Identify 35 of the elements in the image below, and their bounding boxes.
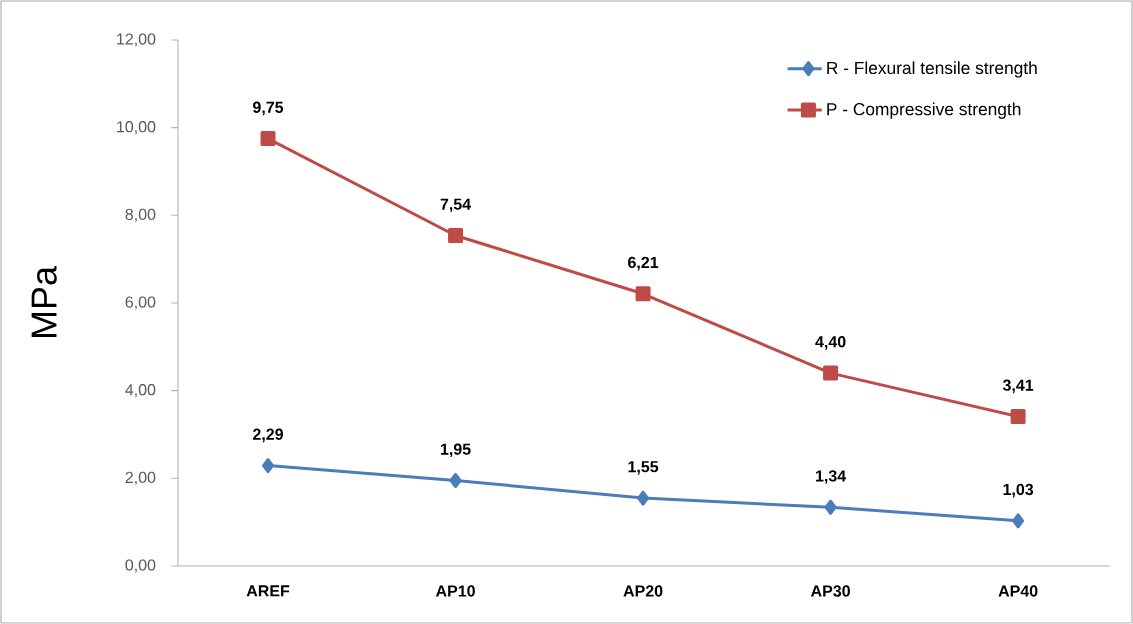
legend-label: R - Flexural tensile strength <box>827 61 1037 78</box>
data-label: 9,75 <box>253 101 284 116</box>
legend-label: P - Compressive strength <box>827 102 1021 119</box>
data-label: 2,29 <box>253 428 283 443</box>
y-tick-label: 2,00 <box>125 471 156 485</box>
y-tick-label: 12,00 <box>117 33 156 47</box>
data-label: 7,54 <box>440 198 472 213</box>
point <box>823 365 839 381</box>
point <box>262 458 275 474</box>
point <box>449 473 462 489</box>
x-tick-label: AP30 <box>810 585 850 597</box>
x-tick-label: AP20 <box>623 585 663 597</box>
point <box>637 490 650 506</box>
x-tick-label: AP40 <box>998 585 1038 597</box>
y-axis-title: MPa <box>31 265 57 338</box>
y-tick-label: 4,00 <box>125 384 156 398</box>
y-tick-label: 0,00 <box>125 559 156 573</box>
data-label: 1,03 <box>1003 483 1034 498</box>
point <box>260 131 276 147</box>
data-label: 3,41 <box>1002 379 1034 394</box>
point <box>1012 513 1025 529</box>
point <box>1010 409 1026 425</box>
y-tick-label: 10,00 <box>117 121 156 135</box>
y-tick-label: 8,00 <box>125 208 156 222</box>
point <box>635 286 651 302</box>
point <box>448 227 464 243</box>
data-label: 1,55 <box>628 461 659 475</box>
y-tick-label: 6,00 <box>125 296 156 310</box>
x-tick-label: AP10 <box>435 585 475 597</box>
data-label: 4,40 <box>815 336 846 350</box>
data-label: 6,21 <box>628 256 659 271</box>
data-label: 1,95 <box>440 443 471 458</box>
data-label: 1,34 <box>816 470 847 484</box>
point <box>824 499 837 515</box>
x-tick-label: AREF <box>246 585 290 597</box>
